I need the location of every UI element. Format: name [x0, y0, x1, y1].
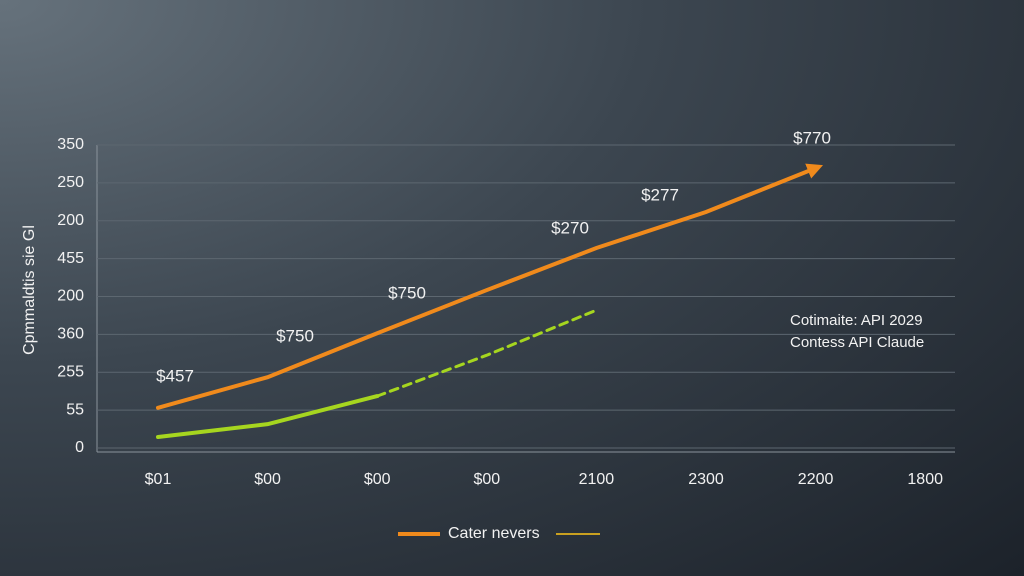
x-tick-label: 2300: [688, 471, 724, 488]
x-tick-label: 2100: [579, 471, 615, 488]
series-line: [156, 163, 824, 410]
legend-label: Cater nevers: [448, 525, 540, 542]
data-annotation: $277: [641, 185, 679, 204]
y-tick-label: 360: [57, 326, 84, 343]
data-annotation: $270: [551, 218, 589, 237]
data-annotation: $770: [793, 128, 831, 147]
y-tick-label: 200: [57, 212, 84, 229]
y-tick-label: 455: [57, 250, 84, 267]
note: Contess API Claude: [790, 334, 924, 351]
x-tick-label: $00: [473, 471, 500, 488]
data-annotation: $750: [276, 326, 314, 345]
series-line: [156, 394, 380, 440]
y-tick-label: 200: [57, 288, 84, 305]
x-tick-label: 2200: [798, 471, 834, 488]
series-line: [375, 308, 598, 398]
x-tick-label: $01: [145, 471, 172, 488]
data-annotation: $457: [156, 366, 194, 385]
x-tick-label: $00: [254, 471, 281, 488]
y-tick-label: 55: [66, 401, 84, 418]
y-tick-label: 350: [57, 136, 84, 153]
data-annotation: $750: [388, 283, 426, 302]
y-tick-label: 255: [57, 363, 84, 380]
y-tick-label: 250: [57, 174, 84, 191]
y-tick-label: 0: [75, 439, 84, 456]
y-axis-label: Cpmmaldtis sie Gl: [21, 225, 38, 355]
x-tick-label: 1800: [907, 471, 943, 488]
x-tick-label: $00: [364, 471, 391, 488]
note: Cotimaite: API 2029: [790, 312, 923, 329]
